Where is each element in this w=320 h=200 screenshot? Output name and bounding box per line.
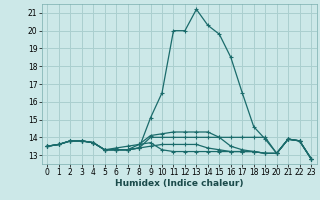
X-axis label: Humidex (Indice chaleur): Humidex (Indice chaleur) bbox=[115, 179, 244, 188]
